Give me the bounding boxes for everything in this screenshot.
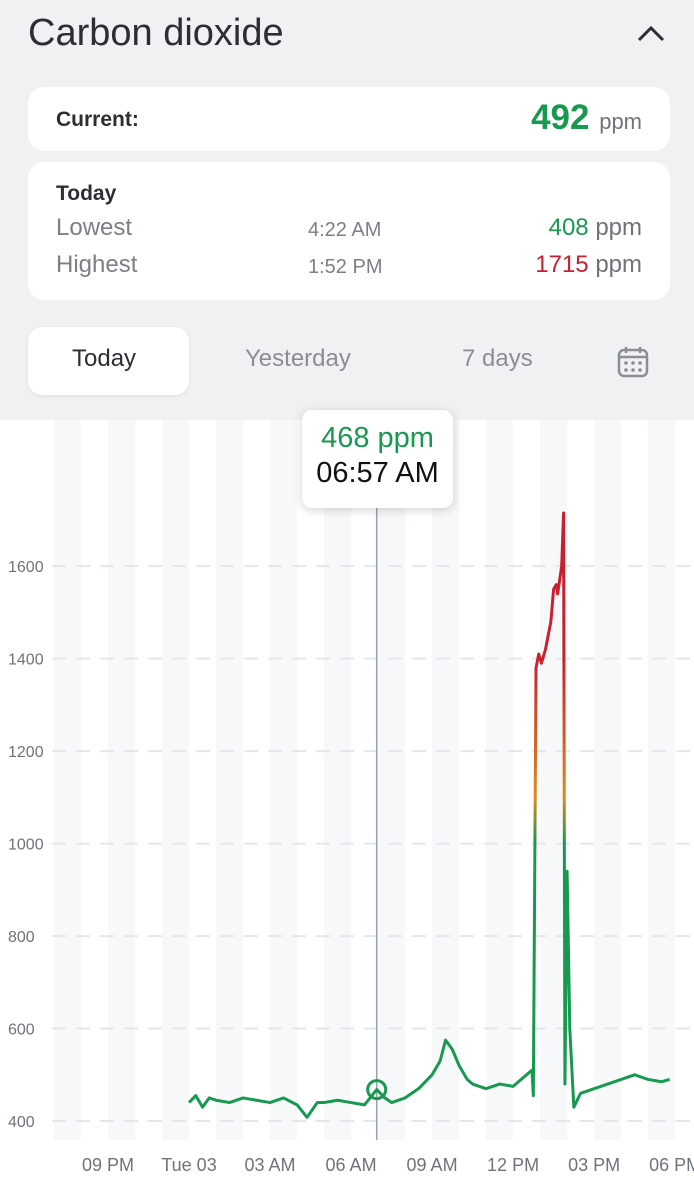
tab[interactable]: Today bbox=[72, 345, 137, 372]
y-tick-label: 1200 bbox=[8, 744, 44, 761]
tab-active[interactable] bbox=[28, 327, 189, 395]
stripe bbox=[162, 420, 190, 1140]
stripe bbox=[324, 420, 352, 1140]
stripe bbox=[432, 420, 460, 1140]
tooltip-value: 468 bbox=[321, 422, 370, 454]
tooltip-point bbox=[366, 1079, 388, 1101]
row-time: 1:52 PM bbox=[308, 256, 383, 278]
tab[interactable]: Yesterday bbox=[245, 345, 351, 372]
y-tick-label: 800 bbox=[8, 929, 35, 946]
today-title: Today bbox=[56, 182, 117, 205]
row-label: Lowest bbox=[56, 214, 133, 241]
x-tick-label: 03 PM bbox=[568, 1155, 620, 1175]
x-tick-label: 03 AM bbox=[245, 1155, 296, 1175]
unit: ppm bbox=[595, 251, 642, 278]
stripe bbox=[108, 420, 136, 1140]
value: 492 bbox=[531, 98, 590, 137]
stripe bbox=[270, 420, 298, 1140]
row-value: 408 ppm bbox=[549, 214, 642, 242]
tooltip-unit: ppm bbox=[377, 422, 434, 454]
stripe bbox=[594, 420, 622, 1140]
value: 408 bbox=[548, 214, 589, 241]
line bbox=[187, 511, 671, 1119]
calendar-icon[interactable] bbox=[617, 346, 649, 378]
y-tick-label: 1600 bbox=[8, 559, 44, 576]
x-tick-label: 12 PM bbox=[487, 1155, 539, 1175]
chart: 400 600 800 1000 1200 1400 1600 09 PM Tue 03 03 A… bbox=[0, 420, 694, 1200]
x-tick-label: 09 PM bbox=[82, 1155, 134, 1175]
y-tick-label: 600 bbox=[8, 1022, 35, 1039]
x-tick-label: Tue 03 bbox=[161, 1155, 216, 1175]
unit: ppm bbox=[595, 214, 642, 241]
stripe bbox=[54, 420, 82, 1140]
stripe bbox=[486, 420, 514, 1140]
tooltip-time: 06:57 AM bbox=[316, 457, 439, 489]
today-card: Today Lowest 4:22 AM 408 ppm Highest 1:52 PM… bbox=[28, 162, 670, 300]
y-tick-label: 1000 bbox=[8, 837, 44, 854]
current-value: 492 ppm bbox=[531, 98, 642, 138]
collapse-icon[interactable] bbox=[636, 22, 666, 46]
current-label: Current: bbox=[56, 108, 139, 131]
stripe bbox=[378, 420, 406, 1140]
row-label: Highest bbox=[56, 251, 138, 278]
page-title: Carbon dioxide bbox=[28, 12, 284, 54]
value: 1715 bbox=[535, 251, 589, 278]
tooltip: 468 ppm 06:57 AM bbox=[302, 410, 453, 508]
unit: ppm bbox=[599, 109, 642, 134]
row-time: 4:22 AM bbox=[308, 219, 382, 241]
y-tick-label: 1400 bbox=[8, 652, 44, 669]
current-card: Current: 492 ppm bbox=[28, 87, 670, 151]
stripe bbox=[216, 420, 244, 1140]
x-tick-label: 06 AM bbox=[326, 1155, 377, 1175]
x-tick-label: 09 AM bbox=[407, 1155, 458, 1175]
x-tick-label: 06 PM bbox=[649, 1155, 694, 1175]
y-tick-label: 400 bbox=[8, 1114, 35, 1131]
row-value: 1715 ppm bbox=[535, 251, 642, 279]
stripe bbox=[648, 420, 676, 1140]
tab[interactable]: 7 days bbox=[462, 345, 533, 372]
